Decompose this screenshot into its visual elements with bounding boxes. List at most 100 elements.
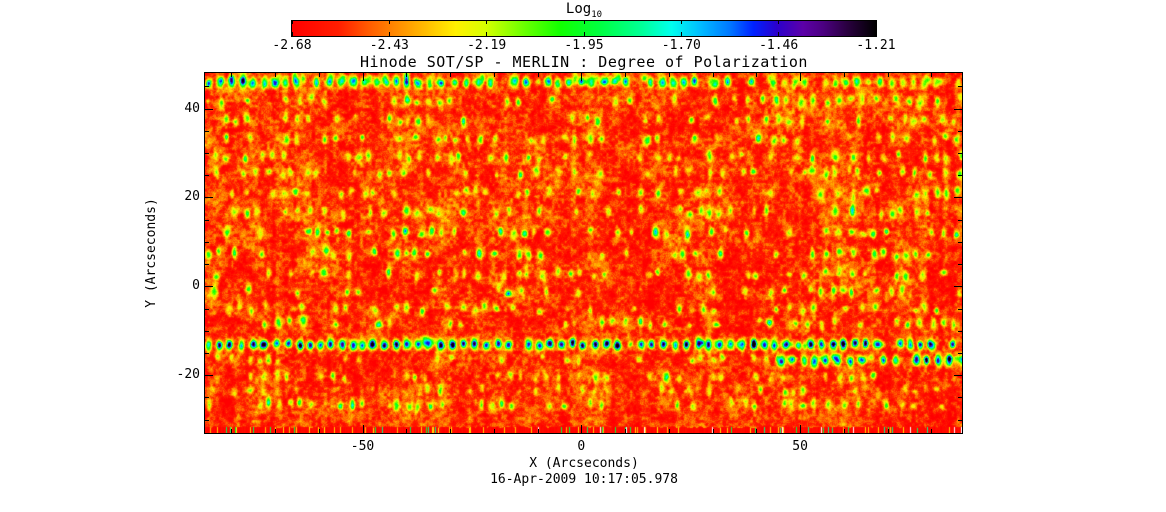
- x-minor-tick: [494, 429, 495, 433]
- y-minor-tick: [958, 309, 962, 310]
- colorbar-tick: [486, 32, 488, 36]
- colorbar-title-subscript: 10: [591, 9, 603, 20]
- x-minor-tick: [275, 73, 276, 77]
- colorbar-tick-label: -1.46: [759, 38, 799, 53]
- x-major-tick: [800, 425, 801, 433]
- y-major-tick: [954, 197, 962, 198]
- colorbar-tick: [875, 21, 876, 24]
- y-minor-tick: [205, 353, 209, 354]
- x-major-tick: [363, 425, 364, 433]
- x-major-tick: [581, 73, 582, 81]
- y-tick-label: 40: [184, 100, 200, 116]
- x-minor-tick: [538, 73, 539, 77]
- colorbar-tick-label: -2.19: [467, 38, 507, 53]
- y-minor-tick: [205, 131, 209, 132]
- x-minor-tick: [406, 73, 407, 77]
- colorbar: [291, 20, 877, 37]
- y-minor-tick: [205, 242, 209, 243]
- colorbar-tick: [583, 21, 585, 24]
- colorbar-tick: [486, 21, 488, 24]
- y-minor-tick: [958, 353, 962, 354]
- colorbar-tick: [292, 21, 293, 24]
- x-major-tick: [363, 73, 364, 81]
- y-minor-tick: [205, 264, 209, 265]
- y-tick-label: 20: [184, 189, 200, 205]
- y-minor-tick: [958, 153, 962, 154]
- y-minor-tick: [958, 175, 962, 176]
- x-minor-tick: [231, 73, 232, 77]
- x-tick-label: 0: [577, 439, 586, 454]
- x-axis-label: X (Arcseconds): [529, 456, 639, 471]
- y-minor-tick: [205, 86, 209, 87]
- y-minor-tick: [205, 331, 209, 332]
- colorbar-tick: [778, 32, 780, 36]
- y-minor-tick: [958, 220, 962, 221]
- colorbar-tick-label: -1.95: [564, 38, 604, 53]
- timestamp: 16-Apr-2009 10:17:05.978: [490, 472, 678, 487]
- x-minor-tick: [713, 429, 714, 433]
- y-minor-tick: [958, 264, 962, 265]
- y-major-tick: [205, 286, 213, 287]
- heatmap-canvas: [205, 73, 962, 433]
- x-minor-tick: [450, 73, 451, 77]
- y-major-tick: [954, 375, 962, 376]
- y-major-tick: [954, 286, 962, 287]
- colorbar-tick: [875, 32, 876, 36]
- x-minor-tick: [669, 73, 670, 77]
- x-minor-tick: [275, 429, 276, 433]
- x-minor-tick: [406, 429, 407, 433]
- y-minor-tick: [958, 242, 962, 243]
- x-minor-tick: [931, 73, 932, 77]
- y-major-tick: [205, 375, 213, 376]
- x-minor-tick: [319, 73, 320, 77]
- colorbar-tick: [292, 32, 293, 36]
- y-minor-tick: [205, 420, 209, 421]
- y-major-tick: [954, 109, 962, 110]
- colorbar-tick-label: -2.43: [369, 38, 409, 53]
- x-major-tick: [800, 73, 801, 81]
- x-tick-label: -50: [350, 439, 375, 454]
- x-minor-tick: [625, 429, 626, 433]
- y-minor-tick: [205, 153, 209, 154]
- y-minor-tick: [958, 420, 962, 421]
- colorbar-tick-label: -2.68: [272, 38, 312, 53]
- colorbar-tick-label: -1.70: [661, 38, 701, 53]
- colorbar-tick: [680, 32, 682, 36]
- y-axis-label: Y (Arcseconds): [144, 198, 159, 308]
- colorbar-title-base: Log: [565, 1, 592, 17]
- colorbar-tick: [680, 21, 682, 24]
- y-major-tick: [205, 197, 213, 198]
- x-minor-tick: [844, 429, 845, 433]
- x-major-tick: [581, 425, 582, 433]
- colorbar-tick: [388, 32, 390, 36]
- x-minor-tick: [888, 73, 889, 77]
- x-minor-tick: [450, 429, 451, 433]
- x-minor-tick: [538, 429, 539, 433]
- x-minor-tick: [756, 429, 757, 433]
- plot-frame: [204, 72, 963, 434]
- x-minor-tick: [713, 73, 714, 77]
- y-minor-tick: [958, 331, 962, 332]
- y-tick-label: 0: [192, 278, 200, 294]
- colorbar-tick: [778, 21, 780, 24]
- y-tick-label: -20: [176, 367, 200, 383]
- x-minor-tick: [494, 73, 495, 77]
- y-minor-tick: [958, 397, 962, 398]
- x-minor-tick: [625, 73, 626, 77]
- x-tick-label: 50: [792, 439, 808, 454]
- plot-title: Hinode SOT/SP - MERLIN : Degree of Polar…: [360, 53, 808, 71]
- y-minor-tick: [205, 175, 209, 176]
- x-minor-tick: [844, 73, 845, 77]
- colorbar-title: Log10: [534, 1, 634, 20]
- x-minor-tick: [319, 429, 320, 433]
- x-minor-tick: [931, 429, 932, 433]
- x-minor-tick: [888, 429, 889, 433]
- y-minor-tick: [958, 131, 962, 132]
- y-minor-tick: [205, 309, 209, 310]
- colorbar-tick: [388, 21, 390, 24]
- y-minor-tick: [205, 220, 209, 221]
- x-minor-tick: [669, 429, 670, 433]
- y-major-tick: [205, 109, 213, 110]
- y-minor-tick: [958, 86, 962, 87]
